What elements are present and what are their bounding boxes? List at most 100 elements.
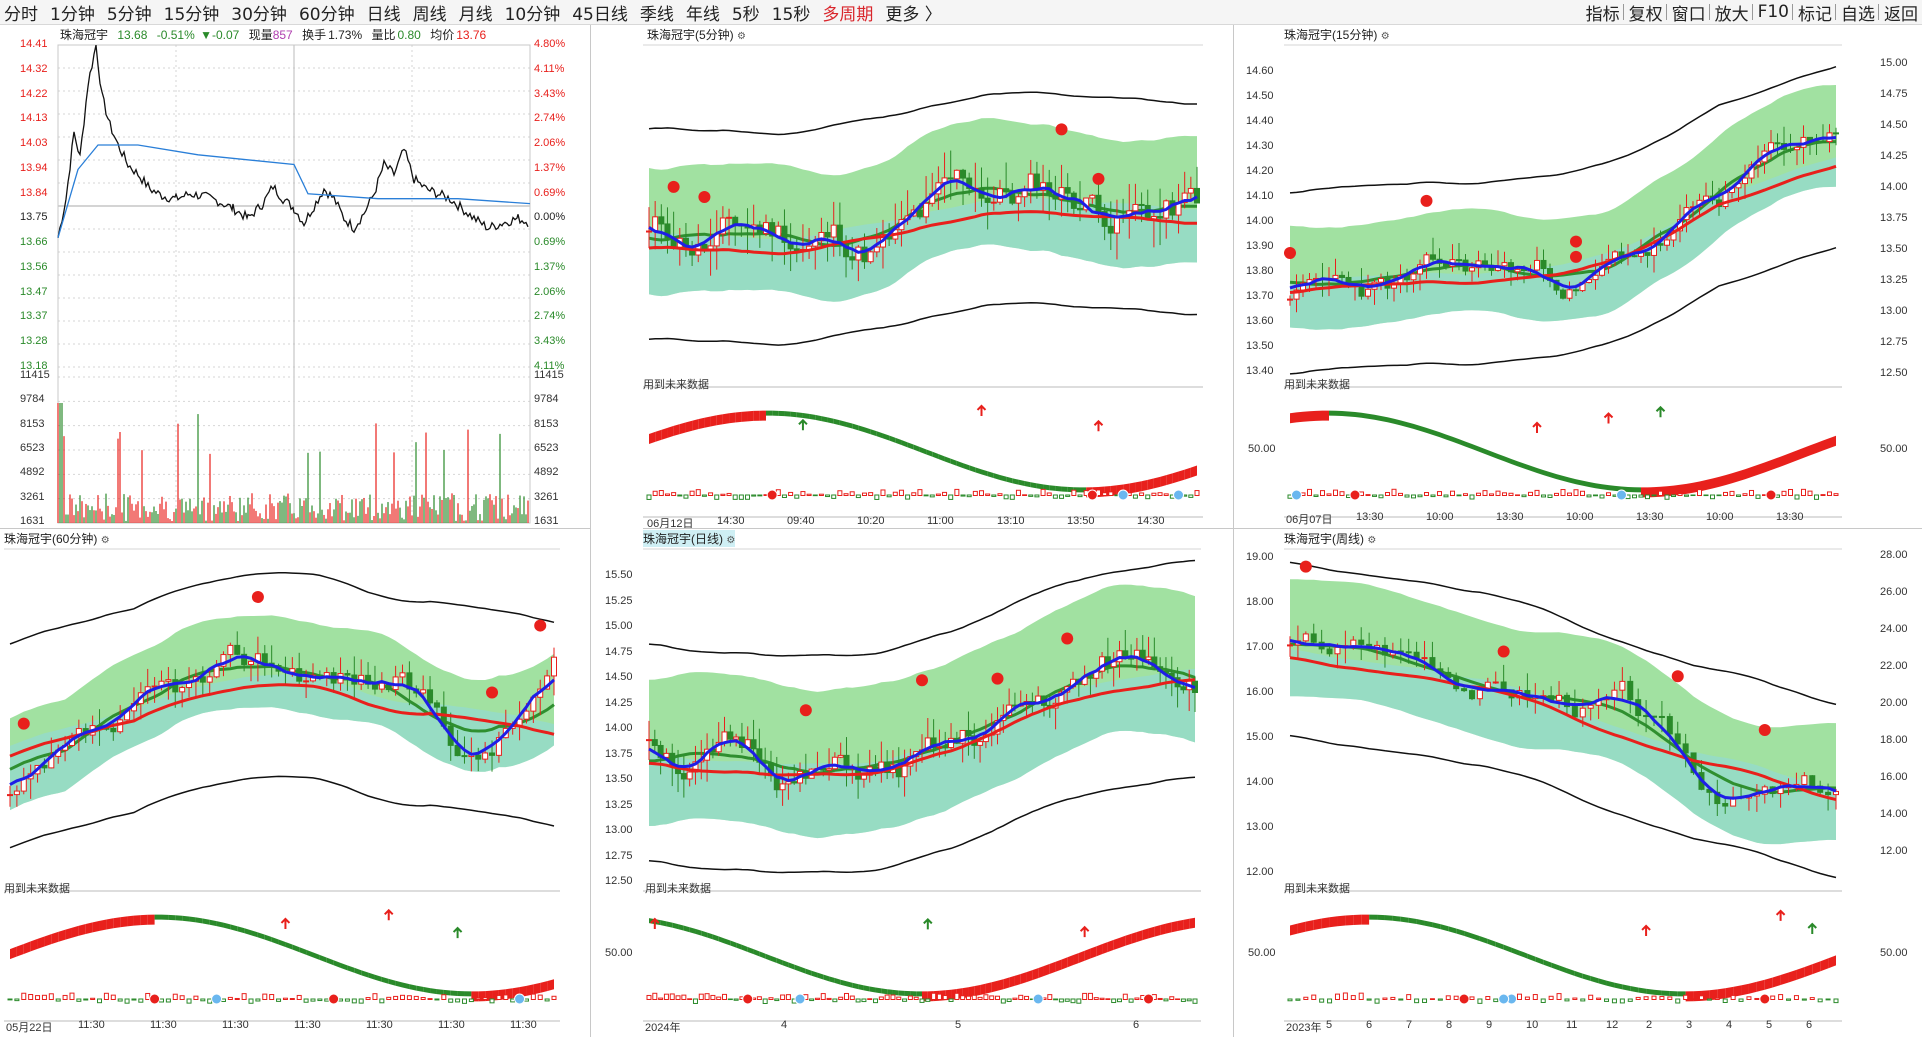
xaxis-label: 2	[1646, 1019, 1653, 1031]
candle-body	[836, 224, 843, 242]
osc-bar	[1391, 488, 1397, 497]
period-tab[interactable]: 日线	[366, 4, 401, 25]
osc-ribbon	[1550, 472, 1557, 480]
osc-bar	[200, 998, 206, 1002]
xaxis-label: 6	[1133, 1019, 1140, 1031]
price-tick: 14.00	[1246, 215, 1274, 227]
settings-icon[interactable]: ⚙	[1380, 31, 1390, 42]
period-tab[interactable]: 季线	[639, 4, 674, 25]
right-price-tick: 12.00	[1880, 845, 1908, 857]
xaxis-label: 13:30	[1356, 511, 1384, 523]
menu-separator	[1835, 4, 1836, 20]
osc-bar	[1671, 494, 1676, 498]
intraday-chart[interactable]: 珠海冠宇 13.68 -0.51% ▼-0.07 现量857 换手 1.73% 量…	[0, 25, 591, 529]
osc-bar	[878, 996, 884, 1000]
settings-icon[interactable]: ⚙	[1367, 535, 1377, 546]
plot-daily[interactable]	[591, 529, 1233, 1037]
future-data-note: 用到未来数据	[1284, 379, 1350, 391]
period-tab[interactable]: 周线	[412, 4, 447, 25]
chart-60min[interactable]: 珠海冠宇(60分钟) ⚙ 用到未来数据 05月22日 11:30 11:30 11:3…	[0, 529, 591, 1037]
menu-item[interactable]: 复权	[1628, 4, 1663, 25]
osc-ribbon	[858, 984, 864, 991]
osc-ribbon	[1030, 482, 1037, 489]
signal-arrow	[976, 404, 987, 416]
candle-body	[1040, 182, 1047, 191]
osc-ribbon	[907, 442, 914, 450]
osc-ribbon	[1416, 919, 1425, 926]
period-tab[interactable]: 多周期	[822, 4, 874, 25]
osc-bar	[1658, 490, 1663, 496]
osc-bar	[1398, 998, 1404, 1001]
candle-body	[916, 209, 923, 218]
period-tab[interactable]: 15秒	[771, 4, 811, 25]
osc-ribbon	[655, 429, 662, 442]
period-tab[interactable]: 15分钟	[163, 4, 220, 25]
chart-daily[interactable]: 珠海冠宇(日线) ⚙ 用到未来数据 15.50 15.25 15.00 14.75 14…	[591, 529, 1234, 1037]
osc-bar	[48, 993, 54, 1001]
osc-bar	[1690, 494, 1696, 497]
osc-ribbon	[753, 410, 760, 421]
osc-bar	[1064, 998, 1070, 1002]
xaxis-label: 14:30	[717, 515, 745, 527]
intraday-plot[interactable]	[0, 25, 590, 528]
plot-5min[interactable]	[643, 25, 1233, 528]
osc-bar	[1151, 492, 1157, 496]
menu-item[interactable]: 返回	[1884, 4, 1918, 25]
osc-bar	[1820, 494, 1826, 496]
osc-bar	[475, 997, 481, 1000]
period-tab[interactable]: 30分钟	[231, 4, 287, 25]
period-tab[interactable]: 分时	[4, 4, 38, 25]
osc-bar	[1024, 995, 1030, 1001]
plot-60min[interactable]	[0, 529, 590, 1037]
menu-item[interactable]: 自选	[1841, 4, 1875, 25]
menu-item[interactable]: 标记	[1798, 4, 1832, 25]
osc-bar	[1675, 998, 1681, 1004]
osc-ribbon	[1353, 914, 1362, 925]
osc-ribbon	[354, 967, 362, 976]
osc-bar	[785, 994, 791, 1001]
osc-bar	[1134, 997, 1140, 1001]
period-tab[interactable]: 5分钟	[106, 4, 152, 25]
period-tab[interactable]: 10分钟	[504, 4, 561, 25]
osc-ribbon	[776, 958, 783, 966]
osc-bar	[1192, 998, 1198, 1004]
candle-body	[551, 656, 557, 677]
candle-body	[930, 737, 937, 749]
osc-bar	[1714, 997, 1720, 1001]
period-tab[interactable]: 1分钟	[50, 4, 95, 25]
osc-bar	[809, 998, 815, 1002]
chart-15min[interactable]: 珠海冠宇(15分钟) ⚙ 用到未来数据 14.60 14.50 14.40 14.30…	[1234, 25, 1922, 529]
chart-5min[interactable]: 珠海冠宇(5分钟) ⚙ 用到未来数据 06月12日 14:30 09:40 10:20…	[643, 25, 1234, 529]
settings-icon[interactable]: ⚙	[100, 535, 110, 546]
osc-ribbon	[1452, 436, 1459, 445]
osc-ribbon	[1387, 417, 1394, 424]
osc-bar	[917, 489, 923, 497]
future-data-note: 用到未来数据	[1284, 883, 1350, 895]
osc-ribbon	[464, 991, 472, 997]
settings-icon[interactable]: ⚙	[726, 535, 736, 546]
period-tab[interactable]: 更多 〉	[885, 4, 942, 25]
menu-item[interactable]: 放大	[1714, 4, 1749, 25]
chart-weekly[interactable]: 珠海冠宇(周线) ⚙ 用到未来数据 19.00 18.00 17.00 16.00 15…	[1234, 529, 1922, 1037]
menu-item[interactable]: F10	[1757, 2, 1789, 22]
osc-bar	[1807, 490, 1813, 497]
period-tab[interactable]: 45日线	[572, 4, 628, 25]
period-tab[interactable]: 年线	[685, 4, 720, 25]
period-tab[interactable]: 月线	[458, 4, 493, 25]
menu-item[interactable]: 窗口	[1671, 4, 1706, 25]
period-tab[interactable]: 60分钟	[298, 4, 355, 25]
candle-body	[942, 746, 949, 749]
osc-bar	[991, 494, 997, 497]
osc-bar	[954, 992, 960, 1001]
xaxis-label: 4	[1726, 1019, 1733, 1031]
osc-bar	[1411, 494, 1416, 499]
plot-15min[interactable]	[1234, 25, 1922, 528]
settings-icon[interactable]: ⚙	[737, 31, 746, 42]
menu-item[interactable]: 指标	[1585, 4, 1620, 25]
osc-bar	[1588, 994, 1594, 1000]
osc-ribbon	[968, 986, 975, 998]
turnover-value: 1.73%	[328, 28, 363, 42]
plot-weekly[interactable]	[1234, 529, 1922, 1037]
osc-bar	[1599, 494, 1605, 499]
period-tab[interactable]: 5秒	[731, 4, 760, 25]
